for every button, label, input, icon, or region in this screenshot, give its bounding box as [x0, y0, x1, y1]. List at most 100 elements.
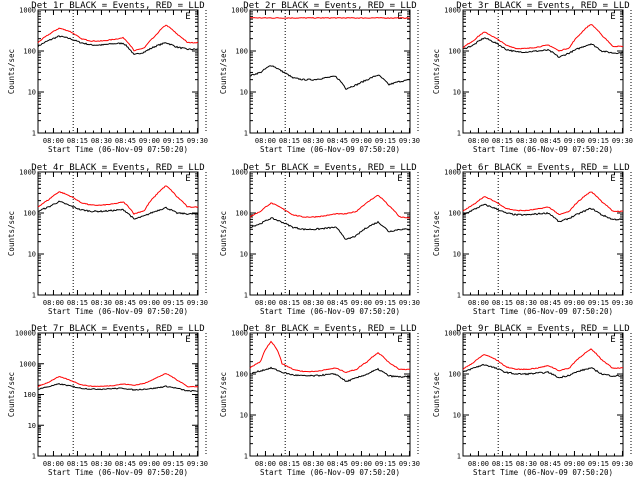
x-tick-label: 08:45	[327, 299, 348, 307]
y-tick-label: 10	[240, 412, 248, 420]
plot-frame	[249, 171, 411, 296]
y-tick-label: 1000	[231, 169, 248, 177]
corner-label: E	[397, 174, 402, 184]
x-axis-label: Start Time (06-Nov-09 07:50:20)	[48, 307, 188, 316]
x-tick-label: 09:30	[612, 137, 633, 145]
y-tick-label: 100	[235, 210, 248, 218]
x-tick-label: 09:15	[588, 299, 609, 307]
panel-title: Det 2r BLACK = Events, RED = LLD	[243, 1, 416, 11]
x-tick-label: 08:15	[279, 460, 300, 468]
corner-label: E	[610, 174, 615, 184]
x-tick-label: 08:00	[255, 137, 276, 145]
y-tick-label: 1000	[444, 330, 461, 338]
y-tick-label: 1	[244, 453, 248, 461]
x-tick-label: 09:30	[399, 137, 420, 145]
x-tick-label: 09:00	[139, 137, 160, 145]
x-tick-label: 08:45	[327, 460, 348, 468]
x-tick-label: 08:15	[492, 299, 513, 307]
y-tick-label: 10	[28, 422, 36, 430]
x-tick-label: 09:15	[163, 460, 184, 468]
x-tick-label: 08:15	[492, 137, 513, 145]
panel-title: Det 3r BLACK = Events, RED = LLD	[456, 1, 629, 11]
y-tick-label: 1000	[231, 330, 248, 338]
lld-trace	[37, 185, 199, 215]
y-tick-label: 100	[235, 371, 248, 379]
lld-trace	[249, 16, 411, 19]
y-axis-label: Counts/sec	[432, 49, 441, 94]
y-tick-label: 1000	[19, 7, 36, 15]
lld-trace	[37, 373, 199, 388]
corner-label: E	[185, 174, 190, 184]
y-tick-label: 1	[457, 453, 461, 461]
x-tick-label: 09:00	[139, 460, 160, 468]
x-tick-label: 09:15	[163, 299, 184, 307]
panel-title: Det 7r BLACK = Events, RED = LLD	[31, 324, 204, 334]
x-tick-label: 09:30	[612, 460, 633, 468]
x-tick-label: 08:00	[468, 299, 489, 307]
detector-panel-2: 1 10 100 1000 Counts/sec 08:00 08:15 08:30 08:45…	[219, 7, 420, 155]
x-tick-label: 08:00	[255, 460, 276, 468]
events-trace	[37, 200, 199, 220]
detector-panel-7: 1 10 100 1000 10000 Counts/sec 08:00 08:15 08:30…	[7, 330, 208, 478]
y-tick-label: 10	[453, 412, 461, 420]
events-trace	[249, 65, 411, 91]
detector-panel-3: 1 10 100 1000 Counts/sec 08:00 08:15 08:30 08:45…	[432, 7, 633, 155]
x-tick-label: 08:45	[540, 137, 561, 145]
x-tick-label: 08:15	[279, 137, 300, 145]
detector-panel-1: 1 10 100 1000 Counts/sec 08:00 08:15 08:30 08:45…	[7, 7, 208, 155]
x-tick-label: 08:00	[468, 137, 489, 145]
lld-trace	[462, 348, 624, 372]
x-tick-label: 08:45	[115, 299, 136, 307]
x-tick-label: 08:30	[516, 460, 537, 468]
plot-frame	[462, 332, 624, 457]
x-axis-label: Start Time (06-Nov-09 07:50:20)	[473, 145, 613, 154]
x-tick-label: 09:30	[187, 299, 208, 307]
x-tick-label: 09:30	[399, 460, 420, 468]
x-tick-label: 08:15	[67, 137, 88, 145]
x-tick-label: 08:45	[540, 299, 561, 307]
x-tick-label: 08:00	[43, 299, 64, 307]
corner-label: E	[610, 335, 615, 345]
x-tick-label: 09:15	[375, 137, 396, 145]
x-tick-label: 09:30	[187, 460, 208, 468]
plot-frame	[37, 9, 199, 134]
panel-title: Det 4r BLACK = Events, RED = LLD	[31, 163, 204, 173]
y-tick-label: 10	[28, 251, 36, 259]
detector-panel-9: 1 10 100 1000 Counts/sec 08:00 08:15 08:30 08:45…	[432, 330, 633, 478]
y-tick-label: 10	[28, 89, 36, 97]
detector-panel-4: 1 10 100 1000 Counts/sec 08:00 08:15 08:30 08:45…	[7, 169, 208, 317]
plot-frame	[37, 332, 199, 457]
detector-panel-8: 1 10 100 1000 Counts/sec 08:00 08:15 08:30 08:45…	[219, 330, 420, 478]
corner-label: E	[610, 12, 615, 22]
x-tick-label: 08:30	[303, 299, 324, 307]
y-tick-label: 1000	[19, 169, 36, 177]
x-tick-label: 08:00	[255, 299, 276, 307]
x-tick-label: 08:45	[115, 137, 136, 145]
x-axis-label: Start Time (06-Nov-09 07:50:20)	[473, 468, 613, 477]
plot-frame	[37, 171, 199, 296]
y-axis-label: Counts/sec	[7, 372, 16, 417]
x-tick-label: 09:00	[351, 299, 372, 307]
detector-panel-5: 1 10 100 1000 Counts/sec 08:00 08:15 08:30 08:45…	[219, 169, 420, 317]
y-tick-label: 1	[457, 292, 461, 300]
x-axis-label: Start Time (06-Nov-09 07:50:20)	[473, 307, 613, 316]
x-tick-label: 08:30	[516, 299, 537, 307]
x-tick-label: 09:00	[139, 299, 160, 307]
y-tick-label: 100	[448, 371, 461, 379]
x-tick-label: 09:30	[399, 299, 420, 307]
x-tick-label: 09:00	[564, 137, 585, 145]
x-tick-label: 09:15	[588, 137, 609, 145]
corner-label: E	[185, 335, 190, 345]
y-tick-label: 1	[244, 292, 248, 300]
y-axis-label: Counts/sec	[219, 211, 228, 256]
y-tick-label: 100	[23, 210, 36, 218]
lld-trace	[462, 24, 624, 52]
x-tick-label: 08:15	[492, 460, 513, 468]
y-tick-label: 1000	[231, 7, 248, 15]
panel-title: Det 5r BLACK = Events, RED = LLD	[243, 163, 416, 173]
x-tick-label: 09:00	[351, 460, 372, 468]
plot-frame	[249, 332, 411, 457]
y-axis-label: Counts/sec	[7, 49, 16, 94]
x-tick-label: 09:15	[375, 299, 396, 307]
y-tick-label: 10	[240, 251, 248, 259]
